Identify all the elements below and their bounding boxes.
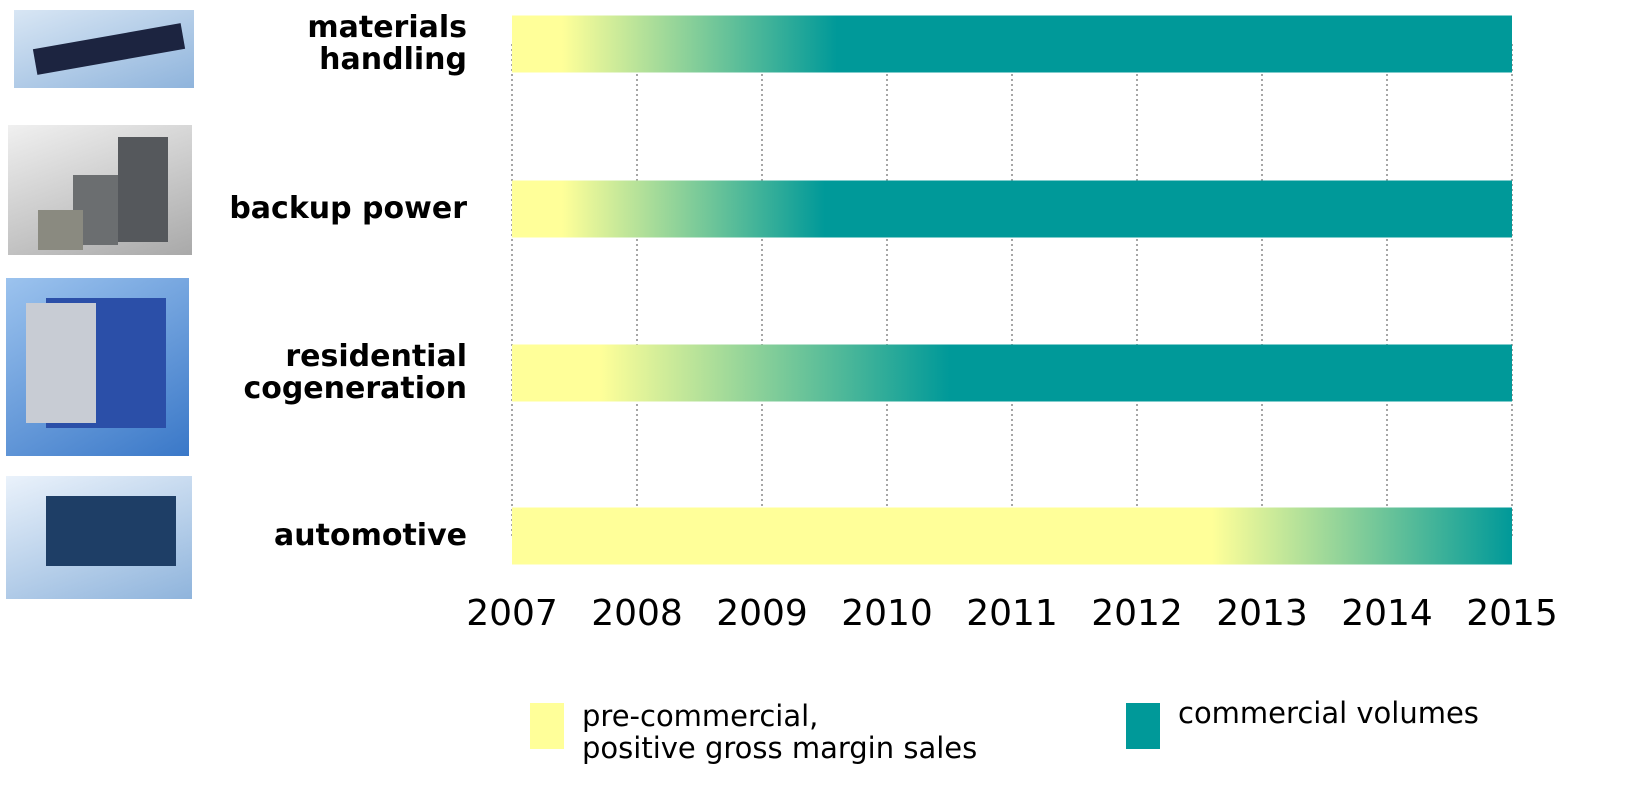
x-tick-label: 2011: [966, 593, 1058, 634]
legend-swatch: [1126, 703, 1160, 749]
product-photo: [14, 10, 194, 88]
category-label: residential cogeneration: [243, 339, 467, 406]
x-tick-label: 2012: [1091, 593, 1183, 634]
category-label: automotive: [274, 518, 467, 553]
x-tick-label: 2007: [466, 593, 558, 634]
bar: [512, 344, 1512, 402]
product-photo: [8, 125, 192, 255]
product-photo: [6, 278, 189, 456]
bar: [512, 507, 1512, 565]
legend-swatch: [530, 703, 564, 749]
category-label: backup power: [229, 191, 467, 226]
bar: [512, 180, 1512, 238]
bar: [512, 15, 1512, 73]
x-tick-label: 2008: [591, 593, 683, 634]
x-tick-label: 2010: [841, 593, 933, 634]
x-tick-label: 2015: [1466, 593, 1558, 634]
product-photo: [6, 476, 192, 599]
category-label: materials handling: [307, 10, 467, 77]
legend-label: commercial volumes: [1178, 696, 1479, 730]
x-tick-label: 2014: [1341, 593, 1433, 634]
x-tick-label: 2009: [716, 593, 808, 634]
legend-label: pre-commercial, positive gross margin sa…: [582, 699, 978, 765]
x-tick-label: 2013: [1216, 593, 1308, 634]
